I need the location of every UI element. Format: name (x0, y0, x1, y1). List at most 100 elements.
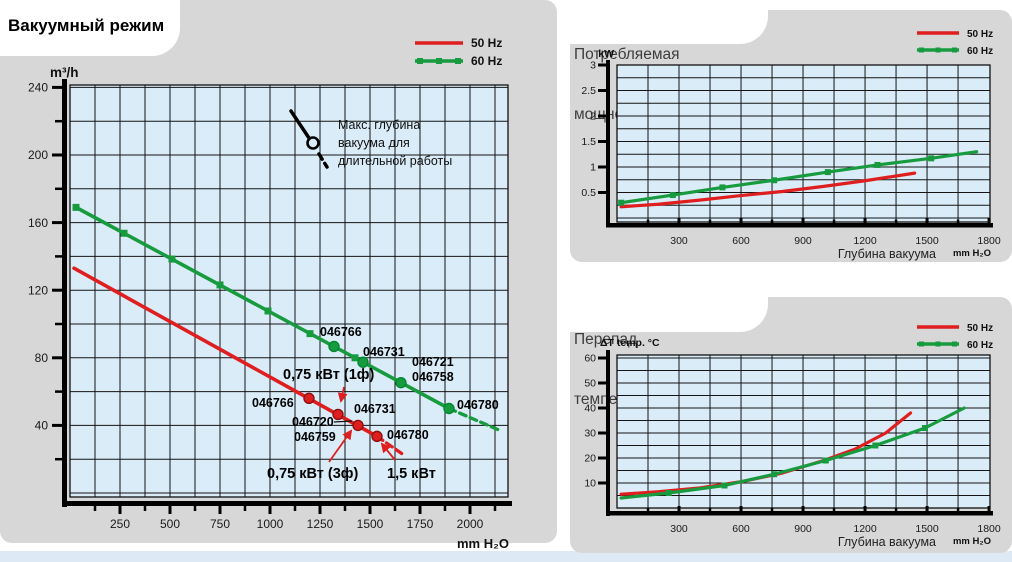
power-rating-label: 0,75 кВт (1ф) (283, 367, 374, 383)
x-tick-label: 300 (670, 523, 688, 535)
x-axis-unit-label: mm H₂O (953, 248, 991, 259)
y-major-tick (52, 85, 62, 89)
legend-square-marker (952, 47, 957, 53)
y-major-tick (598, 356, 606, 360)
series-60hz (618, 150, 979, 206)
model-point-marker (357, 356, 369, 368)
x-major-tick (925, 218, 929, 223)
x-major-tick (168, 506, 172, 514)
x-tick-label: 900 (794, 235, 812, 247)
vacuum-title-notch (0, 0, 180, 56)
y-tick-label: 160 (28, 216, 48, 230)
legend-label: 60 Hz (967, 340, 993, 351)
open-circle-icon (306, 136, 320, 150)
y-major-tick (52, 356, 62, 360)
y-tick-label: 20 (584, 453, 596, 465)
x-tick-label: 1800 (977, 235, 1001, 247)
y-major-tick (598, 431, 606, 435)
vacuum-flow-chart: 0467660467310467210467580467800467660,75… (28, 36, 512, 551)
x-tick-label: 1250 (307, 517, 334, 531)
x-axis-unit-label: mm H₂O (953, 536, 991, 547)
x-major-tick (218, 506, 222, 514)
legend: 50 Hz 60 Hz (415, 36, 502, 68)
y-tick-label: 80 (35, 351, 49, 365)
plot-area (69, 84, 509, 498)
note-line-icon (289, 109, 311, 140)
y-axis-unit-label: ΔT temp. °C (600, 337, 660, 349)
x-major-tick (801, 218, 805, 223)
y-tick-label: 60 (584, 353, 596, 365)
x-major-tick (318, 506, 322, 514)
y-major-tick (598, 191, 606, 194)
x-minor-tick (770, 507, 774, 511)
series-60hz (619, 406, 966, 500)
part-number-label: 046731 (363, 345, 405, 359)
y-minor-tick (55, 322, 62, 326)
model-point-marker (328, 340, 340, 353)
square-marker (72, 203, 80, 211)
square-marker (351, 354, 359, 362)
series-50hz (72, 266, 407, 458)
y-axis: 10 20 30 40 50 60 (584, 350, 610, 516)
square-marker (168, 255, 176, 263)
square-marker (822, 457, 829, 464)
square-marker (771, 471, 778, 478)
legend-square-marker (919, 341, 924, 347)
x-minor-tick (956, 507, 960, 511)
x-minor-tick (293, 506, 297, 511)
legend-label: 50 Hz (967, 29, 993, 40)
y-major-tick (598, 456, 606, 460)
y-major-tick (598, 63, 606, 67)
series-line (74, 205, 451, 411)
square-marker (216, 281, 224, 289)
model-point-marker (303, 392, 315, 405)
series-60hz (72, 203, 502, 433)
x-tick-label: 600 (732, 235, 750, 247)
model-point-marker (395, 376, 407, 389)
x-minor-tick (343, 506, 347, 511)
x-minor-tick (832, 219, 836, 223)
annotations: 0467660467310467210467580467800467660,75… (252, 325, 499, 482)
legend-square-marker (952, 341, 957, 347)
x-major-tick (368, 506, 372, 514)
part-number-label: 046759 (294, 430, 336, 444)
x-tick-label: 500 (160, 517, 180, 531)
y-major-tick (598, 140, 606, 143)
y-major-tick (598, 165, 606, 169)
y-tick-label: 30 (584, 428, 596, 440)
part-number-label: 046731 (354, 402, 396, 416)
x-tick-label: 1500 (915, 523, 939, 535)
y-tick-label: 1.5 (581, 136, 596, 148)
x-minor-tick (393, 506, 397, 511)
x-minor-tick (443, 506, 447, 511)
note-text-line: вакуума для (338, 136, 410, 150)
y-tick-label: 2 (590, 111, 596, 123)
x-major-tick (739, 218, 743, 223)
part-number-label: 046721 (412, 355, 454, 369)
y-tick-label: 240 (28, 81, 48, 95)
legend-square-marker (919, 47, 924, 53)
square-marker (665, 490, 672, 496)
x-major-tick (987, 506, 991, 511)
y-axis-unit-label: kW (598, 48, 614, 60)
grid (70, 85, 508, 497)
x-tick-label: 900 (794, 523, 812, 535)
legend-label: 50 Hz (471, 36, 502, 50)
y-major-tick (52, 423, 62, 427)
part-number-label: 046758 (412, 370, 454, 384)
square-marker (120, 229, 128, 237)
x-major-tick (677, 506, 681, 511)
legend-square-marker (935, 47, 941, 53)
legend: 50 Hz 60 Hz (917, 29, 993, 57)
x-major-tick (739, 506, 743, 511)
y-tick-label: 1 (590, 162, 596, 174)
part-number-label: 046720 (292, 415, 334, 429)
power-title-notch (562, 0, 768, 44)
part-number-label: 046766 (252, 396, 294, 410)
y-major-tick (52, 288, 62, 292)
x-tick-label: 2000 (457, 517, 484, 531)
x-minor-tick (708, 219, 712, 223)
legend-square-marker (455, 58, 461, 64)
y-minor-tick (55, 187, 62, 191)
part-number-label: 046780 (387, 428, 429, 442)
